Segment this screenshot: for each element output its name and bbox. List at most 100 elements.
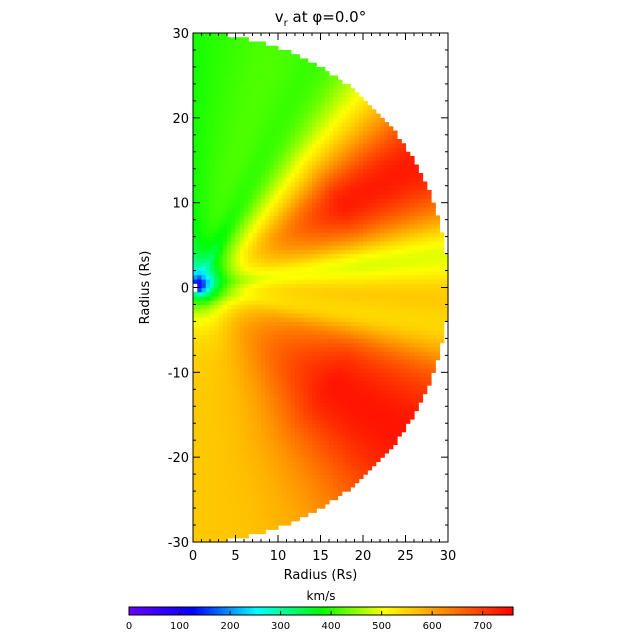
heatmap-cell xyxy=(320,126,326,132)
heatmap-cell xyxy=(316,295,322,301)
heatmap-cell xyxy=(256,469,262,475)
heatmap-cell xyxy=(218,215,224,221)
heatmap-cell xyxy=(358,372,364,378)
heatmap-cell xyxy=(235,105,241,110)
heatmap-cell xyxy=(388,168,394,174)
heatmap-cell xyxy=(371,219,377,225)
heatmap-cell xyxy=(320,168,326,174)
heatmap-cell xyxy=(371,440,377,446)
heatmap-cell xyxy=(346,474,351,479)
heatmap-cell xyxy=(282,54,288,60)
heatmap-cell xyxy=(312,295,317,301)
heatmap-cell xyxy=(346,317,351,323)
heatmap-cell xyxy=(290,444,296,450)
heatmap-cell xyxy=(227,474,232,479)
heatmap-cell xyxy=(363,240,368,246)
heatmap-cell xyxy=(337,151,343,157)
heatmap-cell xyxy=(307,202,313,208)
heatmap-cell xyxy=(346,189,351,195)
heatmap-cell xyxy=(341,359,347,365)
heatmap-cell xyxy=(312,410,317,416)
heatmap-cell xyxy=(205,512,211,518)
heatmap-cell xyxy=(329,181,334,187)
heatmap-cell xyxy=(350,363,356,369)
heatmap-cell xyxy=(278,389,283,395)
heatmap-cell xyxy=(375,325,381,331)
heatmap-cell xyxy=(337,300,343,306)
heatmap-cell xyxy=(256,139,262,144)
heatmap-cell xyxy=(252,113,258,119)
heatmap-cell xyxy=(265,389,271,395)
heatmap-cell xyxy=(235,342,241,348)
heatmap-cell xyxy=(231,274,237,280)
heatmap-cell xyxy=(286,156,292,161)
heatmap-cell xyxy=(218,253,224,259)
heatmap-cell xyxy=(278,143,283,149)
heatmap-cell xyxy=(210,274,215,280)
heatmap-cell xyxy=(278,215,283,221)
heatmap-cell xyxy=(269,351,275,356)
heatmap-cell xyxy=(354,122,360,127)
heatmap-cell xyxy=(193,45,198,51)
heatmap-cell xyxy=(371,189,377,195)
heatmap-cell xyxy=(273,96,279,102)
heatmap-cell xyxy=(235,444,241,450)
heatmap-cell xyxy=(299,223,305,229)
heatmap-cell xyxy=(341,376,347,382)
heatmap-cell xyxy=(299,499,305,505)
heatmap-cell xyxy=(231,211,237,216)
heatmap-cell xyxy=(261,283,266,289)
heatmap-cell xyxy=(256,376,262,382)
heatmap-cell xyxy=(380,253,385,259)
heatmap-cell xyxy=(299,385,305,390)
heatmap-cell xyxy=(307,62,313,68)
heatmap-cell xyxy=(248,520,254,526)
heatmap-cell xyxy=(201,88,207,93)
heatmap-cell xyxy=(252,139,258,144)
heatmap-cell xyxy=(210,385,215,390)
heatmap-cell xyxy=(282,406,288,412)
heatmap-cell xyxy=(282,202,288,208)
heatmap-cell xyxy=(235,54,241,60)
heatmap-cell xyxy=(286,389,292,395)
heatmap-cell xyxy=(193,393,198,399)
heatmap-cell xyxy=(312,283,317,289)
heatmap-cell xyxy=(380,189,385,195)
heatmap-cell xyxy=(329,431,334,437)
heatmap-cell xyxy=(273,397,279,403)
heatmap-cell xyxy=(329,240,334,246)
heatmap-cell xyxy=(252,325,258,331)
heatmap-cell xyxy=(231,465,237,471)
heatmap-cell xyxy=(303,62,309,68)
heatmap-cell xyxy=(346,338,351,344)
heatmap-cell xyxy=(290,92,296,98)
heatmap-cell xyxy=(248,177,254,183)
heatmap-cell xyxy=(290,325,296,331)
heatmap-cell xyxy=(201,249,207,255)
heatmap-cell xyxy=(222,37,228,43)
heatmap-cell xyxy=(231,75,237,81)
heatmap-cell xyxy=(367,143,373,149)
heatmap-cell xyxy=(273,291,279,297)
heatmap-cell xyxy=(307,156,313,161)
heatmap-cell xyxy=(231,516,237,522)
heatmap-cell xyxy=(193,279,198,284)
heatmap-cell xyxy=(312,372,317,378)
heatmap-cell xyxy=(256,274,262,280)
heatmap-cell xyxy=(286,206,292,212)
heatmap-cell xyxy=(269,83,275,89)
heatmap-cell xyxy=(239,329,245,335)
heatmap-cell xyxy=(333,211,339,216)
heatmap-cell xyxy=(256,79,262,85)
heatmap-cell xyxy=(282,219,288,225)
heatmap-cell xyxy=(299,355,305,361)
heatmap-cell xyxy=(231,359,237,365)
heatmap-cell xyxy=(235,359,241,365)
heatmap-cell xyxy=(333,109,339,115)
heatmap-cell xyxy=(265,240,271,246)
heatmap-cell xyxy=(210,508,215,513)
heatmap-cell xyxy=(286,495,292,501)
heatmap-cell xyxy=(380,134,385,140)
heatmap-cell xyxy=(248,232,254,238)
heatmap-cell xyxy=(303,300,309,306)
